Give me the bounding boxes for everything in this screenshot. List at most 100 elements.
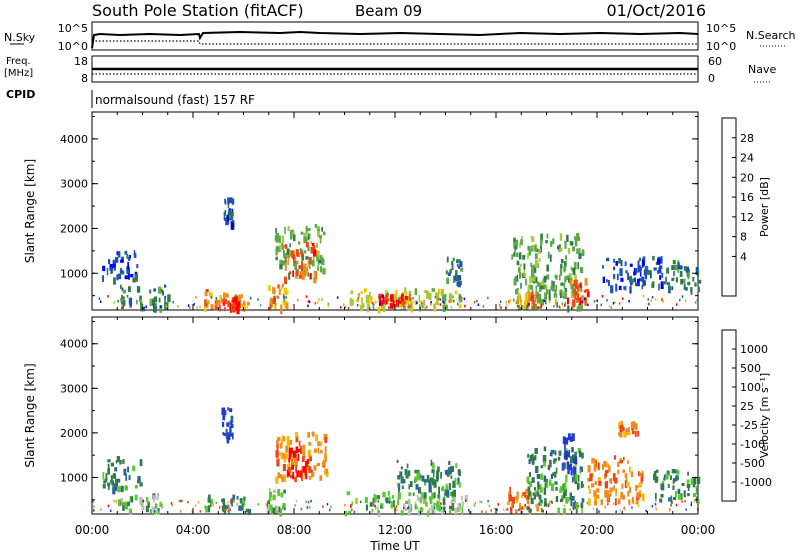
echo-cell	[227, 407, 230, 411]
echo-cell	[584, 298, 587, 306]
echo-cell	[551, 483, 555, 492]
scatter-dot	[655, 499, 657, 502]
echo-cell	[139, 295, 142, 303]
echo-cell	[275, 505, 279, 513]
scatter-dot	[344, 503, 346, 507]
echo-cell	[579, 297, 582, 305]
echo-cell	[283, 260, 287, 265]
scatter-dot	[577, 300, 579, 303]
echo-cell	[243, 496, 246, 501]
x-tick-label: 08:00	[277, 523, 312, 537]
echo-cell	[581, 249, 585, 257]
echo-cell	[372, 302, 375, 310]
echo-cell	[641, 264, 644, 269]
echo-cell	[307, 260, 310, 268]
scatter-dot	[215, 297, 218, 300]
echo-cell	[120, 298, 123, 302]
echo-cell	[395, 294, 397, 303]
echo-cell	[515, 509, 518, 514]
echo-cell	[653, 267, 657, 271]
echo-cell	[659, 265, 663, 270]
echo-cell	[279, 474, 283, 479]
echo-cell	[285, 453, 288, 460]
echo-cell	[351, 299, 354, 306]
scatter-dot	[317, 301, 319, 304]
echo-cell	[153, 495, 155, 503]
scatter-dot	[226, 506, 229, 509]
echo-cell	[274, 302, 277, 310]
echo-cell	[660, 494, 664, 498]
echo-cell	[415, 299, 417, 305]
echo-cell	[622, 427, 625, 431]
echo-cell	[608, 280, 610, 287]
scatter-dot	[314, 302, 317, 305]
echo-cell	[581, 498, 585, 503]
echo-cell	[564, 240, 567, 249]
echo-cell	[164, 284, 167, 288]
echo-cell	[679, 265, 683, 270]
scatter-dot	[642, 295, 645, 298]
echo-cell	[288, 457, 290, 463]
echo-cell	[620, 430, 623, 438]
scatter-dot	[153, 510, 156, 513]
scatter-dot	[265, 503, 268, 506]
scatter-dot	[424, 306, 426, 310]
scatter-dot	[204, 505, 206, 509]
echo-cell	[512, 298, 515, 302]
echo-cell	[529, 276, 532, 284]
echo-cell	[539, 284, 542, 292]
scatter-dot	[199, 305, 201, 308]
echo-cell	[539, 499, 543, 504]
echo-cell	[154, 496, 157, 500]
echo-cell	[546, 274, 550, 280]
echo-cell	[526, 495, 530, 501]
echo-region	[223, 197, 235, 230]
scatter-dot	[543, 299, 545, 303]
scatter-dot	[434, 295, 437, 299]
echo-region	[653, 468, 701, 504]
scatter-dot	[561, 302, 563, 306]
scatter-dot	[424, 499, 426, 503]
echo-cell	[558, 274, 561, 281]
scatter-dot	[181, 499, 183, 503]
echo-cell	[282, 503, 286, 510]
echo-cell	[203, 306, 207, 312]
echo-cell	[565, 454, 568, 461]
echo-cell	[513, 252, 516, 257]
echo-cell	[608, 478, 613, 483]
echo-cell	[644, 273, 648, 280]
scatter-dot	[648, 302, 650, 306]
echo-cell	[288, 466, 291, 473]
echo-cell	[571, 433, 575, 442]
echo-cell	[268, 488, 271, 492]
scatter-dot	[327, 305, 330, 308]
echo-cell	[624, 261, 627, 266]
echo-cell	[405, 500, 409, 504]
echo-cell	[228, 507, 231, 514]
echo-cell	[577, 474, 580, 482]
echo-cell	[115, 478, 118, 487]
echo-cell	[563, 282, 566, 289]
echo-cell	[537, 295, 540, 304]
echo-cell	[511, 254, 514, 260]
scatter-dot	[310, 499, 312, 503]
echo-region	[205, 494, 251, 516]
scatter-dot	[126, 295, 129, 298]
scatter-dot	[229, 500, 232, 503]
echo-cell	[295, 467, 297, 473]
echo-cell	[308, 442, 312, 446]
echo-cell	[270, 507, 273, 515]
scatter-dot	[212, 504, 214, 507]
echo-cell	[658, 283, 660, 291]
scatter-dot	[632, 501, 635, 505]
echo-cell	[285, 302, 289, 310]
scatter-dot	[524, 506, 526, 510]
echo-cell	[385, 294, 388, 301]
echo-cell	[529, 455, 533, 462]
scatter-dot	[509, 299, 512, 302]
echo-cell	[579, 248, 581, 254]
echo-cell	[102, 265, 106, 272]
echo-cell	[402, 479, 406, 484]
echo-cell	[540, 233, 543, 242]
echo-cell	[282, 299, 286, 305]
